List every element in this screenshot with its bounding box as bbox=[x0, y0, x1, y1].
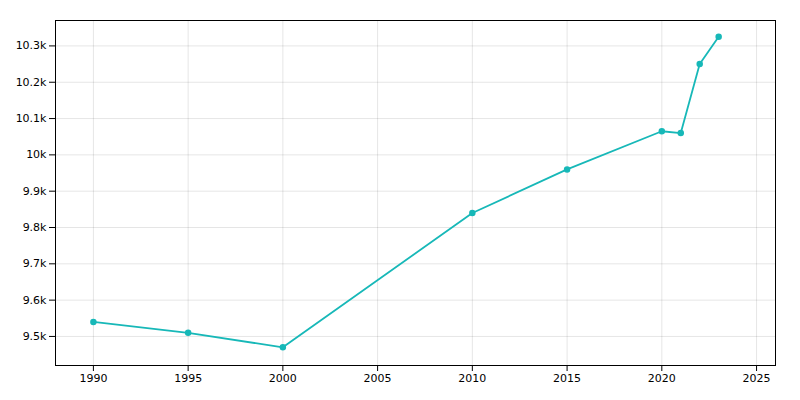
svg-text:9.5k: 9.5k bbox=[23, 330, 47, 343]
svg-text:10.1k: 10.1k bbox=[16, 112, 47, 125]
svg-text:2025: 2025 bbox=[743, 372, 771, 385]
svg-text:1995: 1995 bbox=[174, 372, 202, 385]
svg-text:10.2k: 10.2k bbox=[16, 76, 47, 89]
svg-text:10k: 10k bbox=[26, 148, 47, 161]
svg-text:2010: 2010 bbox=[458, 372, 486, 385]
svg-text:2015: 2015 bbox=[553, 372, 581, 385]
svg-text:9.8k: 9.8k bbox=[23, 221, 47, 234]
svg-text:1990: 1990 bbox=[79, 372, 107, 385]
svg-text:2020: 2020 bbox=[648, 372, 676, 385]
svg-text:2000: 2000 bbox=[269, 372, 297, 385]
svg-text:9.6k: 9.6k bbox=[23, 294, 47, 307]
svg-text:9.9k: 9.9k bbox=[23, 185, 47, 198]
svg-text:9.7k: 9.7k bbox=[23, 257, 47, 270]
svg-text:10.3k: 10.3k bbox=[16, 39, 47, 52]
svg-text:2005: 2005 bbox=[364, 372, 392, 385]
